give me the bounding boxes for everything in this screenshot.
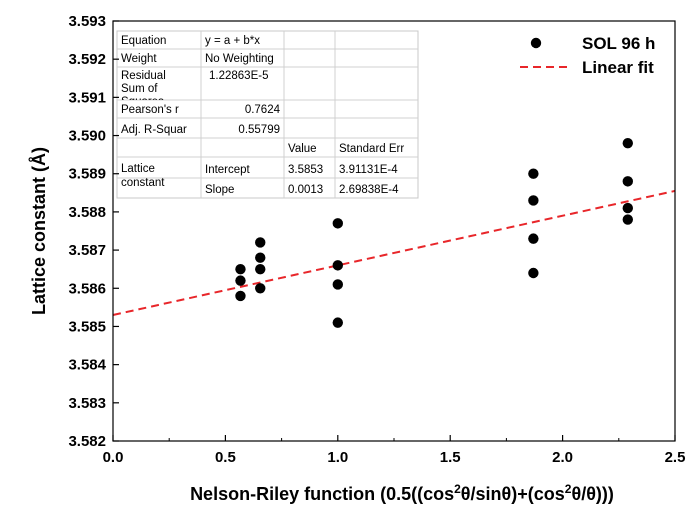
fit-table-cell-text: 3.91131E-4 [339, 164, 398, 176]
y-tick-label: 3.582 [68, 433, 106, 450]
y-tick-label: 3.585 [68, 318, 106, 335]
y-tick-label: 3.584 [68, 357, 106, 374]
fit-table-cell-text: 0.55799 [238, 124, 280, 136]
x-tick-label: 0.0 [103, 449, 124, 466]
fit-table-cell-text: 1.22863E-5 [209, 70, 268, 82]
data-point [255, 252, 266, 263]
x-axis-title: Nelson-Riley function (0.5((cos2θ/sinθ)+… [190, 482, 614, 504]
fit-table-cell-text: Slope [205, 184, 234, 196]
fit-table-cell-text: Equation [121, 35, 166, 47]
fit-table-cell-line: Lattice [121, 163, 155, 175]
x-tick-label: 1.0 [327, 449, 348, 466]
data-point [622, 202, 633, 214]
fit-table-cell-text: Adj. R-Squar [121, 124, 187, 136]
legend: SOL 96 h Linear fit [520, 34, 655, 77]
legend-marker-points [530, 37, 542, 49]
fit-table-cell-line: Residual [121, 70, 166, 82]
fit-line-layer [112, 189, 676, 316]
y-tick-label: 3.593 [68, 13, 106, 30]
fit-table-cell-text: 3.5853 [288, 164, 323, 176]
y-tick-label: 3.588 [68, 204, 106, 221]
x-tick-label: 2.5 [665, 449, 686, 466]
data-point [528, 195, 539, 206]
data-point [255, 283, 266, 294]
legend-label-fit: Linear fit [582, 58, 654, 77]
linear-fit-line [112, 189, 676, 316]
fit-table-cell-text: 2.69838E-4 [339, 184, 399, 196]
fit-table-cell-text: Lattice constant [121, 163, 165, 189]
fit-table-cell-line: Sum of [121, 83, 158, 95]
legend-label-points: SOL 96 h [582, 34, 655, 53]
data-points [235, 137, 633, 328]
data-point [235, 275, 246, 286]
x-tick-label: 2.0 [552, 449, 573, 466]
y-tick-label: 3.589 [68, 166, 106, 183]
data-point [622, 176, 633, 187]
fit-table-cell-line: Squares [121, 96, 164, 108]
fit-table-cell-text: Weight [121, 53, 157, 65]
y-tick-label: 3.583 [68, 395, 106, 412]
fit-table-cell-text: Intercept [205, 164, 251, 176]
x-axis-title-part: θ/θ))) [571, 484, 613, 504]
data-point [528, 168, 539, 179]
y-tick-label: 3.586 [68, 280, 106, 297]
data-point [235, 263, 246, 275]
fit-table-cell-line: constant [121, 177, 165, 189]
x-axis-title-part: θ/sinθ)+(cos [461, 484, 565, 504]
fit-table-cell-text: No Weighting [205, 53, 274, 65]
data-point [528, 233, 539, 244]
data-point [622, 137, 633, 149]
data-point [255, 237, 266, 248]
data-point [622, 214, 633, 225]
fit-table-cell-text: Pearson's r [121, 104, 179, 116]
y-axis-title: Lattice constant (Å) [29, 147, 49, 315]
fit-table-cell-text: 0.0013 [288, 184, 323, 196]
x-tick-label: 1.5 [440, 449, 461, 466]
data-point [528, 267, 539, 279]
fit-table-cell-text: Standard Err [339, 143, 404, 155]
y-tick-label: 3.591 [68, 89, 106, 106]
data-point [332, 218, 343, 229]
data-point [332, 260, 343, 271]
axes: 0.0 0.5 1.0 1.5 2.0 2.5 3.582 3.583 3.584 3.585 3.… [68, 13, 685, 466]
fit-results-table: Equation y = a + b*x Weight No Weighting Res… [116, 30, 419, 199]
fit-table-cell-text: Value [288, 143, 317, 155]
x-axis-title-part: Nelson-Riley function (0.5((cos [190, 484, 454, 504]
fit-table-cell-text: y = a + b*x [205, 35, 260, 47]
data-point [255, 263, 266, 275]
x-axis-title-superscript: 2 [454, 482, 461, 496]
axis-titles: Nelson-Riley function (0.5((cos2θ/sinθ)+… [29, 147, 614, 504]
y-tick-label: 3.592 [68, 51, 106, 68]
y-tick-label: 3.590 [68, 128, 106, 145]
data-point [332, 279, 343, 290]
x-axis-title-superscript: 2 [565, 482, 572, 496]
y-tick-label: 3.587 [68, 242, 106, 259]
data-point [332, 317, 343, 328]
fit-table-cell-text: 0.7624 [245, 104, 281, 116]
x-tick-label: 0.5 [215, 449, 236, 466]
fit-table-background [116, 30, 419, 199]
data-point [235, 290, 246, 302]
